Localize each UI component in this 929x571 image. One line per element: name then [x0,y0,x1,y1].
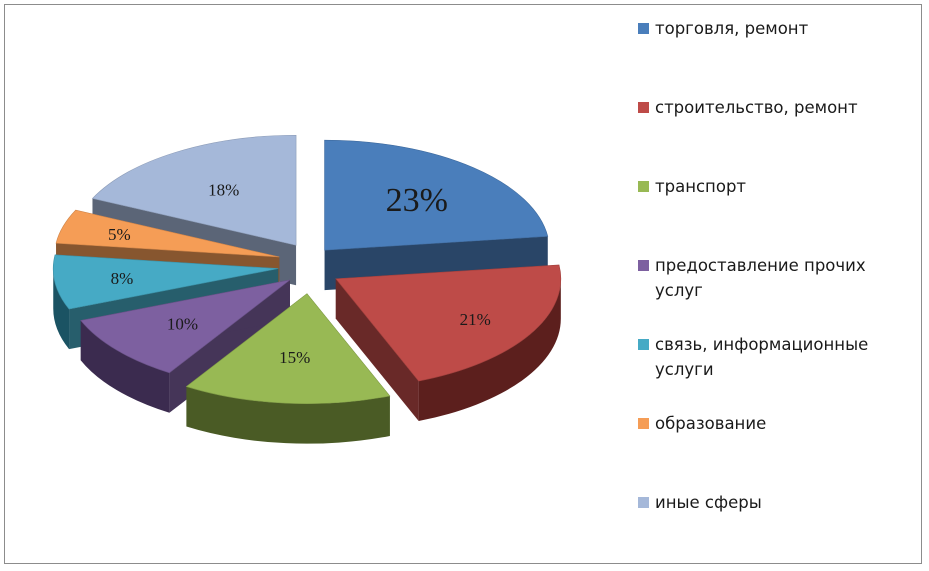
pie-slice-wall [335,278,419,422]
legend-item: предоставление прочих услуг [638,253,917,303]
legend-swatch [638,23,649,34]
pie-slice-rim [418,278,561,422]
legend-label: связь, информационные услуги [655,335,869,379]
pie-slice-rim [186,386,390,444]
pie-data-label: 15% [279,348,310,367]
legend-label: иные сферы [655,493,762,512]
legend-item: образование [638,411,917,436]
legend-label: транспорт [655,177,747,196]
legend-item: строительство, ремонт [638,95,917,120]
legend-label: торговля, ремонт [655,19,809,38]
legend-item: иные сферы [638,490,917,515]
legend-swatch [638,418,649,429]
legend-label: предоставление прочих услуг [655,256,866,300]
pie-top-layer [53,134,562,404]
pie-slice-7 [91,134,297,246]
pie-data-label: 23% [386,182,448,219]
pie-data-label: 10% [167,314,198,333]
pie-slice-3 [185,293,391,404]
legend-item: транспорт [638,174,917,199]
pie-slice-6 [55,209,280,258]
legend-item: связь, информационные услуги [638,332,917,382]
legend-swatch [638,497,649,508]
pie-data-label: 21% [460,310,491,329]
legend-label: строительство, ремонт [655,98,858,117]
pie-data-label: 5% [108,225,131,244]
pie-data-label: 8% [111,269,134,288]
legend-swatch [638,102,649,113]
legend-label: образование [655,414,767,433]
pie-label-layer: 23% 21% 15% 10% 8% 5% 18% [108,180,491,367]
pie-slice-4 [80,279,291,374]
legend-swatch [638,339,649,350]
pie-data-label: 18% [208,180,239,199]
pie-slice-2 [335,264,562,382]
pie-slice-rim [80,320,170,413]
legend-item: торговля, ремонт [638,16,917,41]
legend-swatch [638,260,649,271]
pie-slice-5 [53,254,279,310]
pie-slice-1 [324,139,549,251]
pie-slice-rim [53,268,70,350]
legend-swatch [638,181,649,192]
